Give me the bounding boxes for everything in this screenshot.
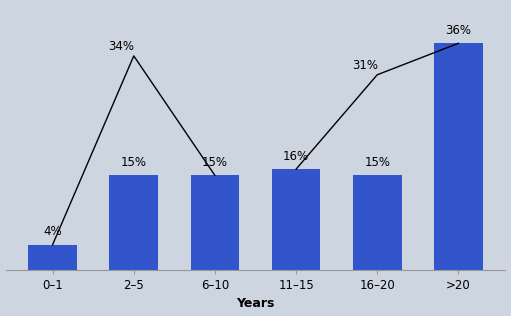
Text: 16%: 16% xyxy=(283,150,309,163)
Bar xyxy=(109,175,158,270)
Bar xyxy=(272,169,320,270)
Text: 15%: 15% xyxy=(202,156,228,169)
Text: 36%: 36% xyxy=(446,24,471,37)
Text: 34%: 34% xyxy=(109,40,134,53)
Text: 15%: 15% xyxy=(364,156,390,169)
Text: 31%: 31% xyxy=(352,59,378,72)
Text: 4%: 4% xyxy=(43,225,62,238)
Bar xyxy=(434,43,483,270)
Bar xyxy=(28,245,77,270)
Bar xyxy=(191,175,239,270)
X-axis label: Years: Years xyxy=(236,297,275,310)
Bar xyxy=(353,175,402,270)
Text: 15%: 15% xyxy=(121,156,147,169)
